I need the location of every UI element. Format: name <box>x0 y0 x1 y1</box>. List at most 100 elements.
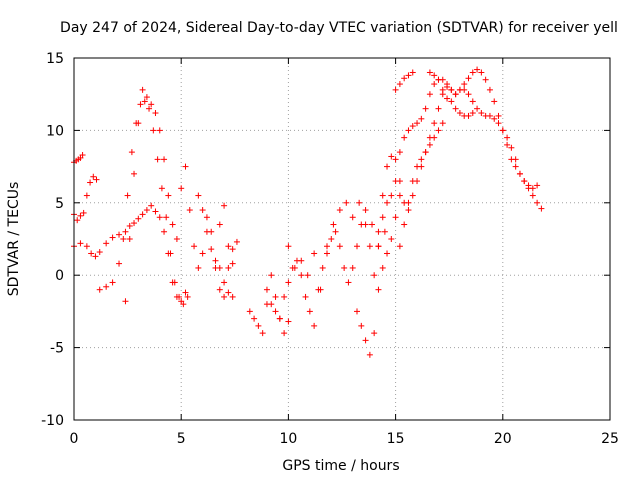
data-point <box>171 279 178 286</box>
data-point <box>516 170 523 177</box>
y-tick-label: 0 <box>55 268 64 284</box>
x-tick-label: 20 <box>494 431 512 447</box>
axis-ticks: 0 5 10 15 20 25 -10 -5 0 5 10 15 <box>41 51 619 447</box>
data-point <box>156 127 163 134</box>
data-point <box>354 243 361 250</box>
data-point <box>452 105 459 112</box>
data-point <box>384 199 391 206</box>
data-point <box>345 279 352 286</box>
data-point <box>93 176 100 183</box>
data-point <box>465 75 472 82</box>
data-point <box>92 253 99 260</box>
x-tick-label: 15 <box>387 431 405 447</box>
data-point <box>405 127 412 134</box>
data-point <box>396 81 403 88</box>
y-tick-label: 15 <box>46 51 64 67</box>
data-point <box>444 95 451 102</box>
data-point <box>478 110 485 117</box>
y-tick-label: -5 <box>50 341 64 357</box>
data-point <box>478 69 485 76</box>
data-point <box>221 293 228 300</box>
data-point <box>87 179 94 186</box>
data-point <box>304 272 311 279</box>
data-point <box>375 228 382 235</box>
data-point <box>392 86 399 93</box>
data-point <box>405 72 412 79</box>
data-point <box>251 315 258 322</box>
data-point <box>79 152 86 159</box>
data-point <box>161 228 168 235</box>
data-point <box>388 153 395 160</box>
data-point <box>148 101 155 108</box>
data-point <box>163 214 170 221</box>
data-point <box>362 207 369 214</box>
data-point <box>504 141 511 148</box>
data-point <box>409 123 416 130</box>
data-point <box>229 260 236 267</box>
data-point <box>508 144 515 151</box>
data-point <box>83 243 90 250</box>
data-point <box>272 293 279 300</box>
data-point <box>88 250 95 257</box>
data-point <box>538 205 545 212</box>
data-point <box>474 66 481 73</box>
data-point <box>176 293 183 300</box>
data-point <box>208 246 215 253</box>
data-point <box>448 86 455 93</box>
data-point <box>268 301 275 308</box>
data-point <box>512 156 519 163</box>
data-point <box>302 293 309 300</box>
data-point <box>371 272 378 279</box>
data-point <box>221 202 228 209</box>
data-point <box>396 192 403 199</box>
data-point <box>77 212 84 219</box>
data-point <box>491 98 498 105</box>
y-tick-label: 10 <box>46 123 64 139</box>
data-point <box>401 75 408 82</box>
x-tick-label: 0 <box>70 431 79 447</box>
data-point <box>358 322 365 329</box>
data-point <box>469 69 476 76</box>
data-point <box>137 101 144 108</box>
data-point <box>349 214 356 221</box>
data-point <box>77 240 84 247</box>
data-point <box>401 134 408 141</box>
data-point <box>122 228 129 235</box>
data-point <box>255 322 262 329</box>
data-point <box>161 156 168 163</box>
data-point <box>405 199 412 206</box>
data-point <box>154 156 161 163</box>
data-point <box>379 214 386 221</box>
data-point <box>139 211 146 218</box>
data-point <box>409 178 416 185</box>
data-point <box>152 208 159 215</box>
data-point <box>529 192 536 199</box>
data-point <box>534 182 541 189</box>
data-point <box>465 91 472 98</box>
data-point <box>356 199 363 206</box>
data-point <box>388 236 395 242</box>
data-point <box>422 149 429 156</box>
data-point <box>165 192 172 199</box>
data-point <box>461 86 468 93</box>
data-point <box>184 293 191 300</box>
data-point <box>495 112 502 119</box>
data-point <box>311 250 318 257</box>
data-point <box>259 330 266 337</box>
data-point <box>384 163 391 170</box>
data-point <box>369 221 376 228</box>
data-point <box>199 207 206 214</box>
data-point <box>74 217 81 224</box>
data-point <box>426 141 433 148</box>
data-point <box>186 207 193 214</box>
data-point <box>525 185 532 192</box>
data-point <box>109 234 116 241</box>
data-point <box>379 192 386 199</box>
data-point <box>246 308 253 315</box>
data-point <box>495 120 502 127</box>
data-point <box>469 110 476 117</box>
data-point <box>431 120 438 127</box>
data-point <box>328 236 335 242</box>
data-point <box>263 286 270 293</box>
